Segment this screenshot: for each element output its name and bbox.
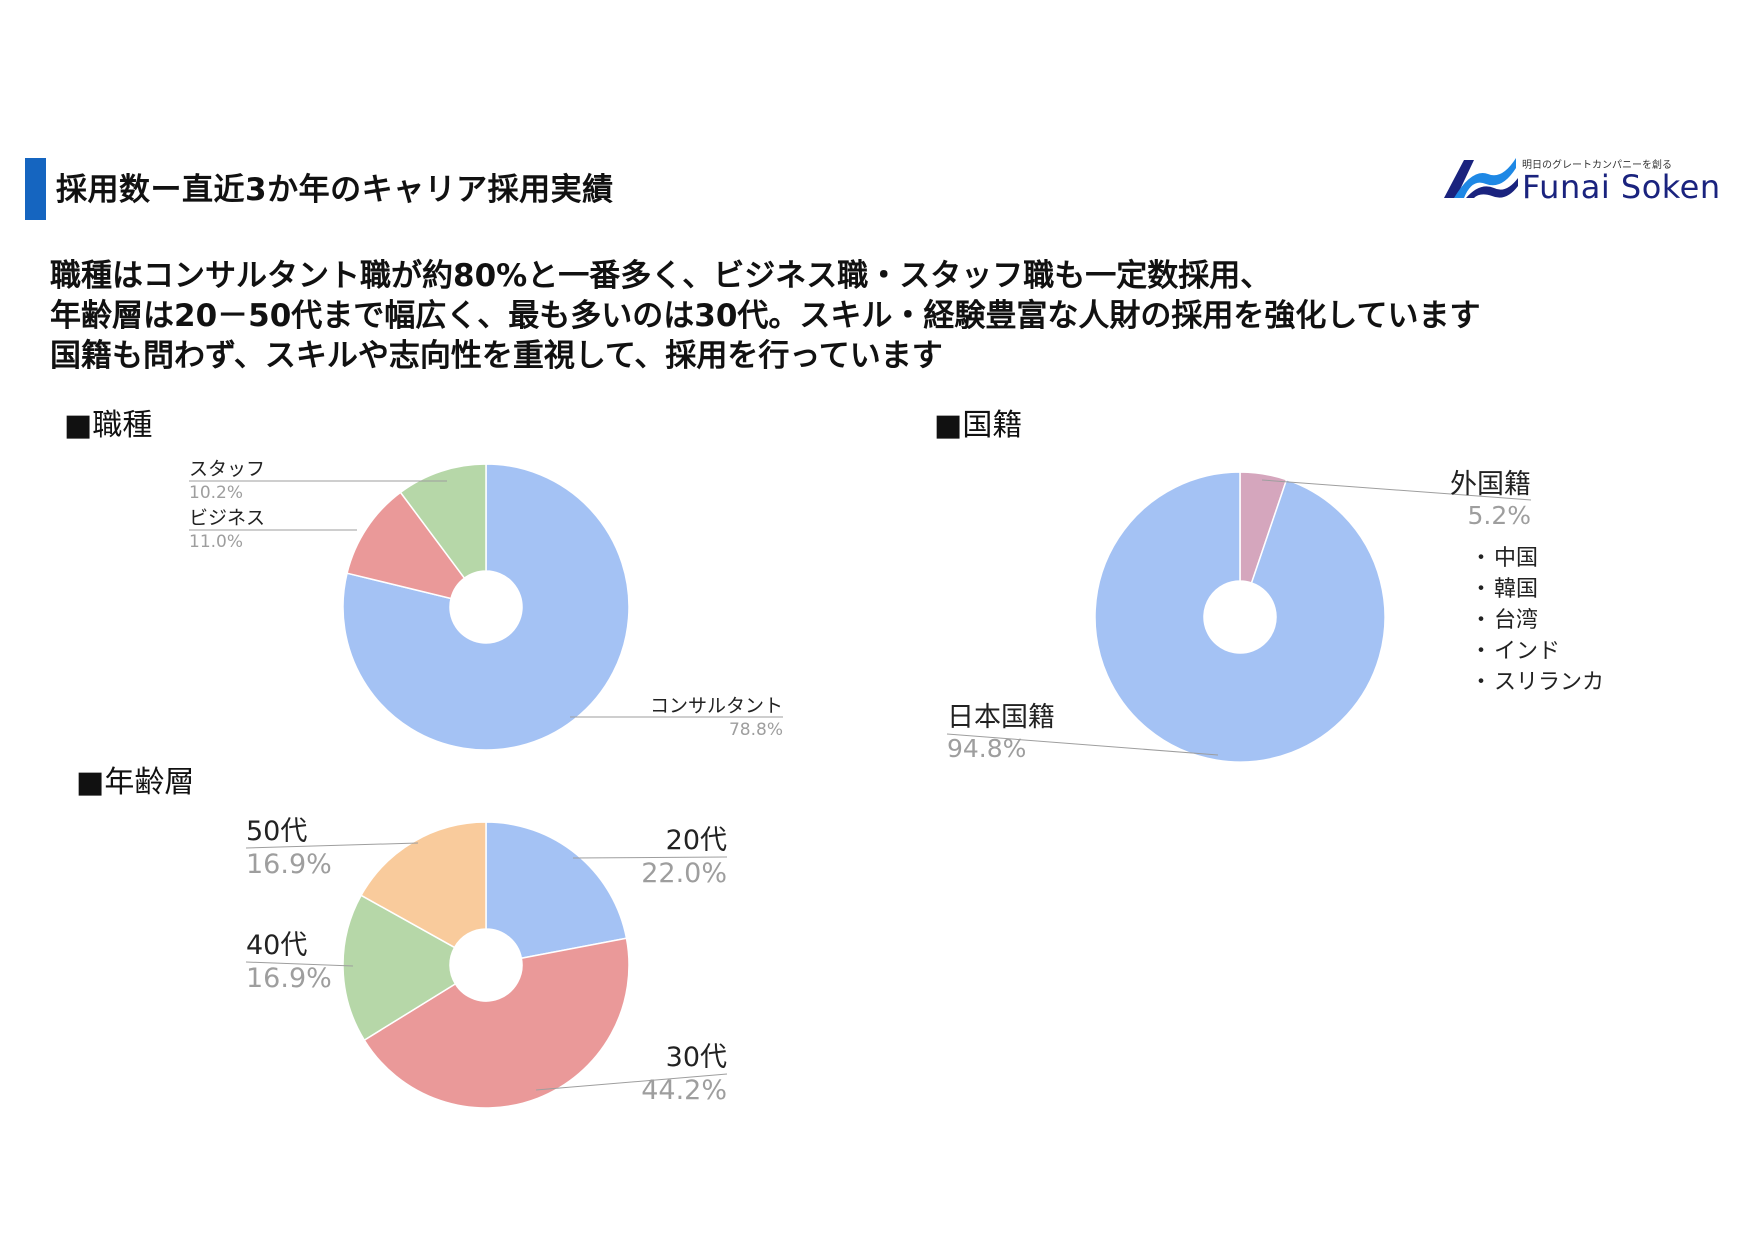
- age-category-label-3: 50代: [246, 816, 307, 847]
- list-item: 中国: [1470, 543, 1604, 574]
- nationality-category-label-1: 日本国籍: [947, 702, 1055, 733]
- logo-tagline: 明日のグレートカンパニーを創る: [1522, 160, 1672, 171]
- summary-line-3: 国籍も問わず、スキルや志向性を重視して、採用を行っています: [50, 338, 943, 374]
- list-item: インド: [1470, 636, 1604, 667]
- nationality-percent-label-1: 94.8%: [947, 734, 1026, 763]
- page-title: 採用数ー直近3か年のキャリア採用実績: [56, 172, 614, 208]
- age-slice-0: [485, 821, 628, 960]
- age-leader-line-1: [535, 1073, 728, 1091]
- age-leader-line-3: [245, 842, 419, 849]
- list-item: スリランカ: [1470, 667, 1604, 698]
- wave-logo-icon: [1444, 158, 1518, 198]
- list-item: 台湾: [1470, 605, 1604, 636]
- section-title-age: ■年齢層: [76, 765, 195, 800]
- age-category-label-1: 30代: [666, 1042, 727, 1073]
- section-title-job: ■職種: [64, 408, 153, 443]
- age-slice-3: [360, 821, 487, 949]
- age-percent-label-0: 22.0%: [641, 858, 727, 889]
- job-percent-label-1: 11.0%: [189, 532, 243, 552]
- age-percent-label-2: 16.9%: [246, 963, 332, 994]
- summary-line-1: 職種はコンサルタント職が約80%と一番多く、ビジネス職・スタッフ職も一定数採用、: [50, 258, 1272, 294]
- nationality-percent-label-0: 5.2%: [1467, 501, 1531, 530]
- company-logo: 明日のグレートカンパニーを創る Funai Soken: [1440, 150, 1730, 210]
- age-category-label-2: 40代: [246, 930, 307, 961]
- job-slice-1: [346, 491, 466, 600]
- age-slice-1: [363, 937, 630, 1109]
- job-category-label-0: コンサルタント: [650, 695, 783, 717]
- summary-line-2: 年齢層は20－50代まで幅広く、最も多いのは30代。スキル・経験豊富な人財の採用…: [50, 298, 1481, 334]
- age-slice-2: [342, 894, 457, 1042]
- age-percent-label-1: 44.2%: [641, 1075, 727, 1106]
- age-percent-label-3: 16.9%: [246, 849, 332, 880]
- job-slice-2: [399, 463, 487, 580]
- job-percent-label-2: 10.2%: [189, 483, 243, 503]
- age-leader-line-2: [245, 961, 354, 967]
- section-title-nationality: ■国籍: [934, 408, 1023, 443]
- age-leader-line-0: [572, 856, 728, 859]
- job-category-label-1: ビジネス: [189, 507, 265, 529]
- summary-text: 職種はコンサルタント職が約80%と一番多く、ビジネス職・スタッフ職も一定数採用、…: [50, 256, 1480, 376]
- list-item: 韓国: [1470, 574, 1604, 605]
- logo-name: Funai Soken: [1522, 168, 1721, 206]
- foreign-nationality-list: 中国 韓国 台湾 インド スリランカ: [1470, 543, 1604, 698]
- job-slice-0: [342, 463, 630, 751]
- job-category-label-2: スタッフ: [189, 458, 265, 480]
- age-category-label-0: 20代: [666, 825, 727, 856]
- nationality-slice-1: [1094, 471, 1386, 763]
- job-percent-label-0: 78.8%: [729, 720, 783, 740]
- nationality-category-label-0: 外国籍: [1450, 469, 1531, 500]
- nationality-leader-line-1: [946, 733, 1219, 756]
- nationality-leader-line-0: [1261, 479, 1532, 501]
- title-accent-bar: [25, 158, 46, 220]
